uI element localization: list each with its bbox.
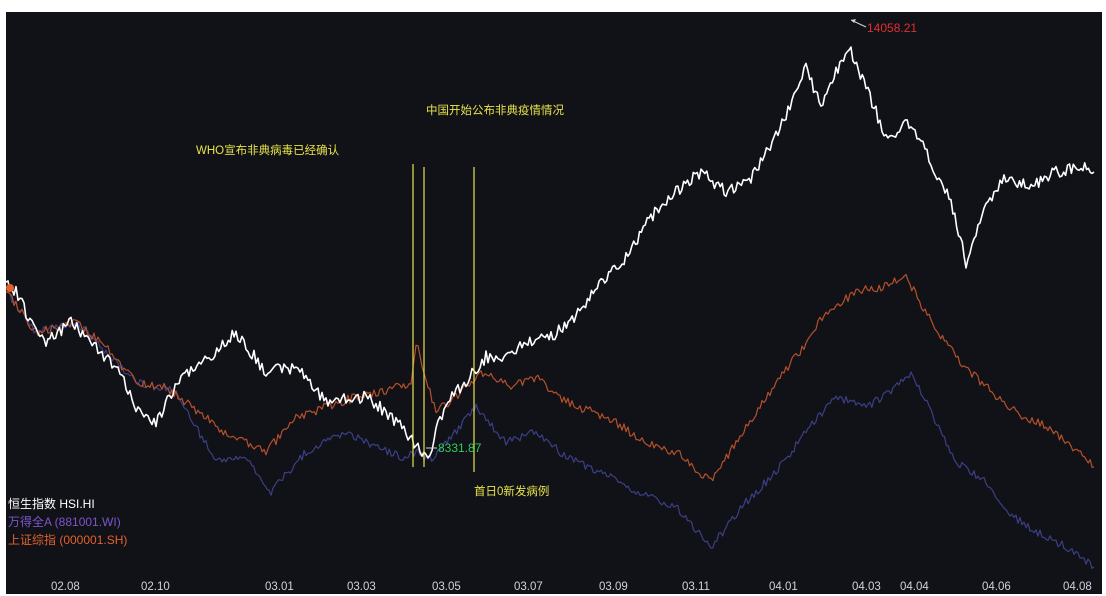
series-layer — [6, 46, 1095, 569]
x-tick-label: 03.01 — [265, 581, 294, 593]
x-tick-label: 03.11 — [682, 581, 710, 593]
min-value-label: 8331.87 — [438, 441, 482, 455]
annotation-who: WHO宣布非典病毒已经确认 — [196, 143, 340, 157]
x-tick-label: 04.06 — [982, 581, 1011, 593]
x-tick-label: 03.09 — [599, 581, 628, 593]
annotation-china-report: 中国开始公布非典疫情情况 — [426, 103, 564, 117]
series-line-hsi — [6, 46, 1095, 459]
x-tick-label: 03.05 — [432, 581, 461, 593]
min-marker: 8331.87 — [426, 441, 482, 455]
x-tick-label: 03.07 — [514, 581, 543, 593]
legend: 恒生指数 HSI.HI 万得全A (881001.WI) 上证综指 (00000… — [8, 496, 127, 547]
legend-hsi: 恒生指数 HSI.HI — [8, 496, 95, 511]
start-marker — [6, 284, 14, 292]
x-tick-label: 03.03 — [347, 581, 376, 593]
x-tick-label: 04.08 — [1063, 581, 1092, 593]
line-chart: WHO宣布非典病毒已经确认 中国开始公布非典疫情情况 首日0新发病例 14058… — [6, 12, 1102, 594]
x-tick-label: 02.08 — [51, 581, 80, 593]
x-tick-label: 02.10 — [141, 581, 170, 593]
max-marker: 14058.21 — [850, 19, 917, 35]
max-value-label: 14058.21 — [867, 21, 917, 35]
series-line-wind-a — [6, 291, 1095, 569]
series-line-sh-comp — [6, 273, 1095, 482]
chart-container: WHO宣布非典病毒已经确认 中国开始公布非典疫情情况 首日0新发病例 14058… — [6, 12, 1102, 594]
chart-background — [6, 12, 1102, 594]
legend-sh-comp: 上证综指 (000001.SH) — [8, 532, 127, 547]
x-tick-label: 04.01 — [769, 581, 798, 593]
x-axis: 02.08 02.10 03.01 03.03 03.05 03.07 03.0… — [51, 581, 1092, 593]
legend-wind-a: 万得全A (881001.WI) — [8, 514, 121, 529]
annotation-zero-cases: 首日0新发病例 — [474, 484, 549, 498]
x-tick-label: 04.03 — [852, 581, 881, 593]
x-tick-label: 04.04 — [900, 581, 929, 593]
